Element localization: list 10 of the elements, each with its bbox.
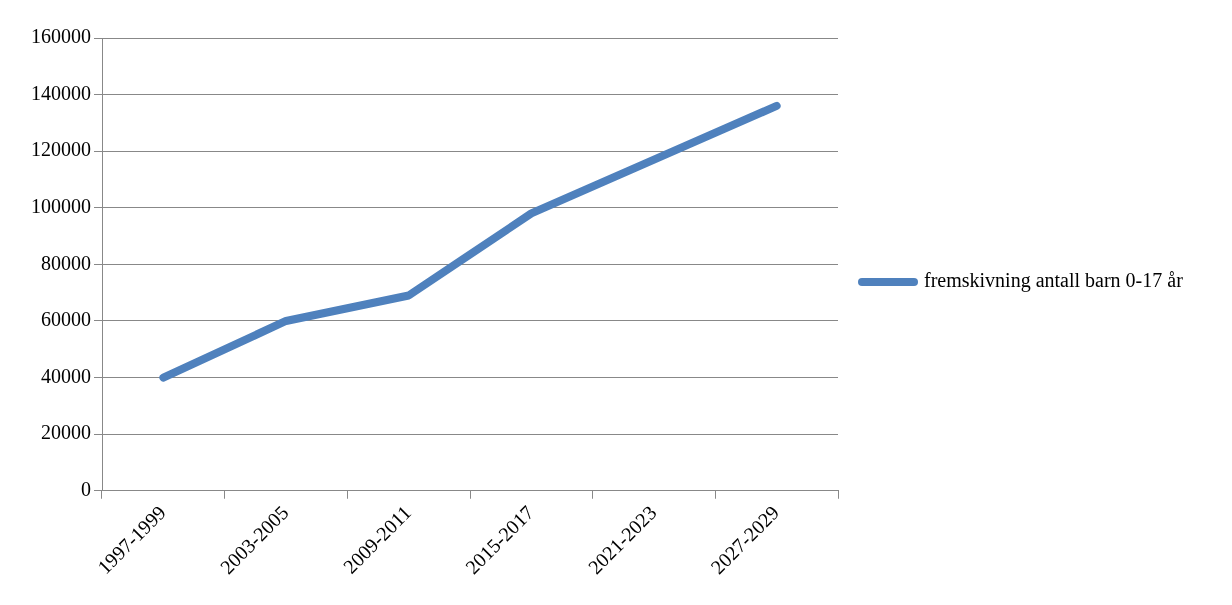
y-tick-label: 120000 bbox=[31, 138, 91, 161]
y-tick-label: 60000 bbox=[41, 308, 91, 331]
y-tick-label: 40000 bbox=[41, 364, 91, 387]
y-tick-label: 100000 bbox=[31, 195, 91, 218]
y-tick-label: 0 bbox=[81, 478, 91, 500]
legend-label: fremskivning antall barn 0-17 år bbox=[924, 269, 1183, 292]
y-tick-label: 160000 bbox=[31, 25, 91, 48]
y-tick-label: 140000 bbox=[31, 81, 91, 104]
y-tick-label: 80000 bbox=[41, 251, 91, 274]
y-tick-label: 20000 bbox=[41, 421, 91, 444]
